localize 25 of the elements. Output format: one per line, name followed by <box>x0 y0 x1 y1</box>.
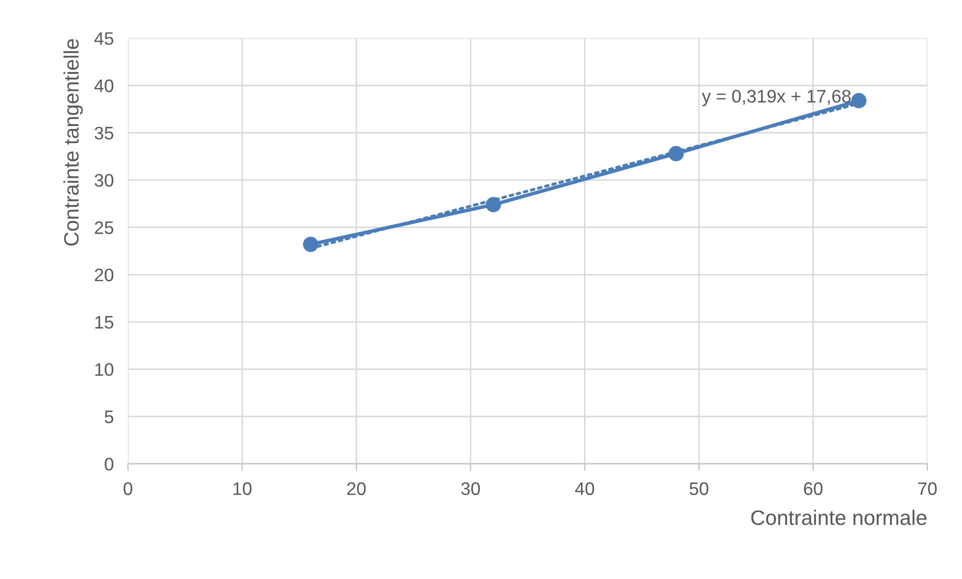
y-tick-label: 5 <box>104 410 114 424</box>
y-tick-label: 30 <box>94 174 114 187</box>
y-tick-label: 35 <box>94 126 114 140</box>
y-axis-title: Contrainte tangentielle <box>63 39 83 246</box>
point <box>303 236 318 252</box>
x-tick-label: 40 <box>575 482 594 496</box>
y-tick-label: 25 <box>94 221 114 234</box>
x-axis-title: Contrainte normale <box>751 510 926 526</box>
point <box>851 92 866 108</box>
y-tick-label: 0 <box>104 458 114 470</box>
x-tick-label: 20 <box>347 482 366 496</box>
x-tick-label: 30 <box>461 482 480 496</box>
y-tick-label: 40 <box>94 79 114 92</box>
x-tick-label: 60 <box>804 482 822 496</box>
x-tick-label: 50 <box>690 482 708 496</box>
point <box>486 197 502 212</box>
point <box>668 146 684 162</box>
y-tick-label: 10 <box>95 363 114 376</box>
x-tick-label: 0 <box>124 482 132 496</box>
x-tick-label: 70 <box>918 482 937 496</box>
y-tick-label: 15 <box>95 316 114 329</box>
annotation: y = 0,319x + 17,68 <box>702 90 851 106</box>
y-tick-label: 20 <box>94 268 114 282</box>
y-tick-label: 45 <box>94 32 114 45</box>
x-tick-label: 10 <box>233 482 252 496</box>
